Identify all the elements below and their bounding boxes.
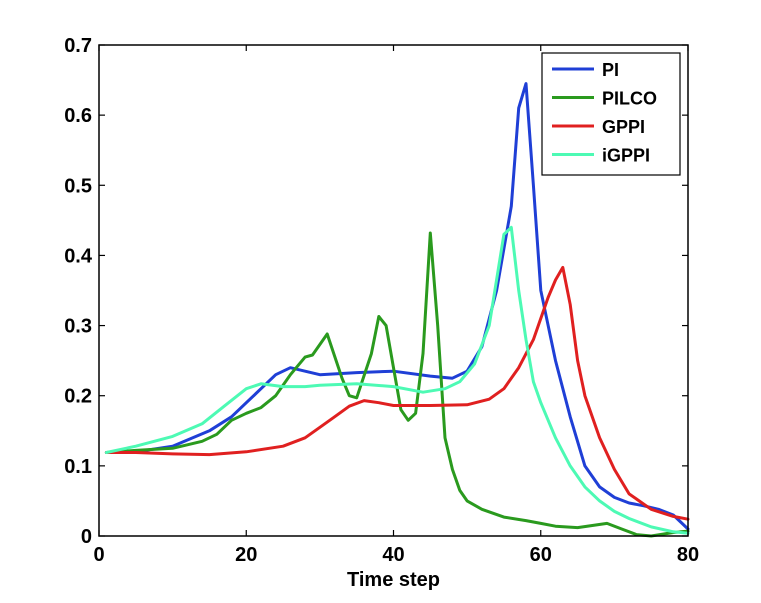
y-tick-label: 0.7 (64, 35, 92, 57)
legend-label: iGPPI (602, 146, 650, 166)
legend-label: PI (602, 60, 619, 80)
x-tick-label: 0 (93, 544, 104, 566)
x-tick-label: 60 (530, 544, 552, 566)
legend: PI PILCO GPPI iGPPI (541, 52, 681, 176)
ticks-layer: 0 20 40 60 80 0 0.1 0.2 0.3 0.4 0.5 0.6 0.7 (64, 35, 699, 566)
y-tick-label: 0 (81, 526, 92, 548)
series-line-gppi (104, 265, 690, 521)
x-axis-label: Time step (347, 569, 440, 591)
x-tick-label: 20 (235, 544, 257, 566)
x-tick-label: 80 (677, 544, 699, 566)
series-line-igppi (104, 225, 690, 535)
y-tick-label: 0.6 (64, 105, 92, 127)
y-tick-label: 0.4 (64, 245, 93, 267)
series-line-pilco (104, 231, 690, 538)
legend-label: PILCO (602, 89, 657, 109)
y-tick-label: 0.5 (64, 175, 92, 197)
y-tick-label: 0.2 (64, 386, 92, 408)
y-tick-label: 0.3 (64, 316, 92, 338)
x-tick-label: 40 (382, 544, 404, 566)
legend-label: GPPI (602, 117, 645, 137)
y-tick-label: 0.1 (64, 456, 92, 478)
series-layer (104, 82, 690, 538)
